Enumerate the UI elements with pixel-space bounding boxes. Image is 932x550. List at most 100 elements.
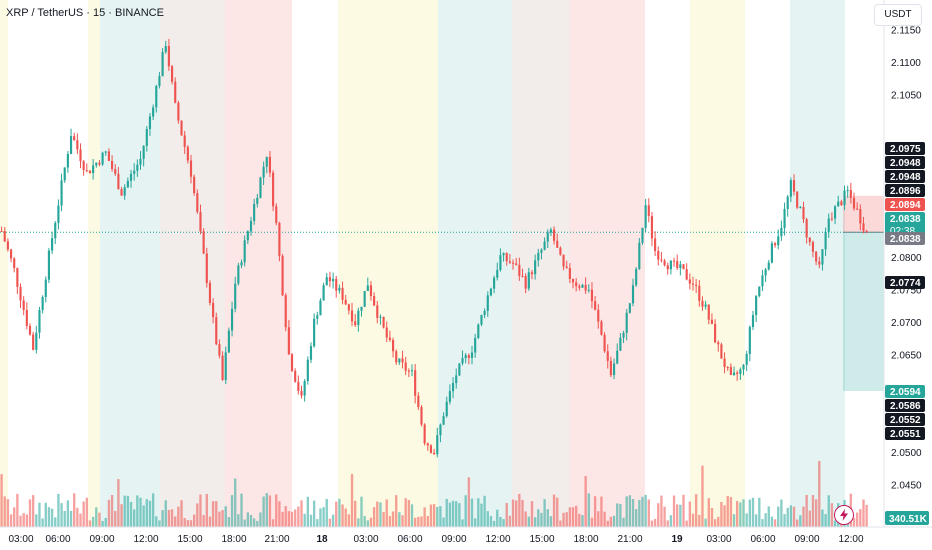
volume-bar xyxy=(486,511,489,527)
volume-bar xyxy=(6,499,10,527)
volume-bar xyxy=(401,515,404,527)
volume-bar xyxy=(35,514,38,527)
candle-body xyxy=(379,316,382,318)
volume-bar xyxy=(136,495,139,527)
volume-bar xyxy=(477,498,480,527)
volume-bar xyxy=(672,495,676,527)
volume-bar xyxy=(546,509,549,527)
candle-body xyxy=(695,284,698,286)
candle-body xyxy=(385,327,388,338)
candle-body xyxy=(755,296,758,316)
time-tick-label: 18:00 xyxy=(573,534,598,545)
candle-body xyxy=(234,283,237,309)
candle-body xyxy=(660,259,663,261)
volume-bar xyxy=(312,500,316,527)
candle-body xyxy=(455,375,458,383)
candle-body xyxy=(344,299,347,305)
volume-bar xyxy=(505,503,508,527)
candle-body xyxy=(442,416,445,425)
candle-body xyxy=(849,190,852,198)
volume-bar xyxy=(694,494,698,527)
volume-bar xyxy=(862,499,865,527)
price-tick-label: 2.1050 xyxy=(891,90,922,101)
volume-bar xyxy=(717,516,720,527)
volume-bar xyxy=(799,515,802,527)
candle-body xyxy=(272,172,275,207)
candle-body xyxy=(423,424,426,444)
candle-body xyxy=(524,276,527,289)
candle-body xyxy=(139,158,142,165)
volume-bar xyxy=(745,513,748,527)
candle-body xyxy=(265,156,268,167)
session-band xyxy=(570,0,645,527)
candle-body xyxy=(63,167,66,181)
volume-bar xyxy=(151,493,155,527)
volume-bar xyxy=(609,516,613,527)
time-tick-label: 15:00 xyxy=(177,534,202,545)
volume-bar xyxy=(808,510,811,527)
volume-bar xyxy=(372,507,376,527)
candle-body xyxy=(76,140,79,150)
volume-bar xyxy=(322,507,325,527)
time-axis-background xyxy=(0,527,932,550)
volume-bar xyxy=(420,516,423,527)
target-zone[interactable] xyxy=(842,232,884,392)
candle-body xyxy=(426,443,429,446)
candle-body xyxy=(189,160,193,177)
volume-bar xyxy=(76,507,79,527)
candle-body xyxy=(82,161,85,171)
volume-bar xyxy=(294,509,297,527)
volume-bar xyxy=(562,512,565,527)
volume-bar xyxy=(180,500,183,527)
candle-body xyxy=(332,278,335,282)
candle-body xyxy=(41,297,44,311)
time-tick-label: 03:00 xyxy=(353,534,378,545)
volume-bar xyxy=(556,497,559,527)
volume-bar xyxy=(297,506,300,527)
candle-body xyxy=(114,169,117,174)
candle-body xyxy=(723,358,726,368)
volume-bar xyxy=(521,499,524,527)
volume-bar xyxy=(249,514,253,527)
volume-bar xyxy=(275,494,278,527)
volume-bar xyxy=(783,514,786,527)
volume-bar xyxy=(268,495,272,527)
lightning-icon[interactable] xyxy=(834,505,854,525)
volume-bar xyxy=(407,499,411,527)
candle-body xyxy=(16,267,19,287)
symbol-header[interactable]: XRP / TetherUS · 15 · BINANCE xyxy=(6,7,164,19)
candle-body xyxy=(230,308,234,331)
volume-bar xyxy=(827,495,830,527)
time-axis[interactable]: 03:00 06:00 09:00 12:00 15:00 18:00 21:00 18 03:… xyxy=(8,534,863,545)
candle-body xyxy=(297,381,300,391)
volume-bar xyxy=(230,495,234,527)
candle-body xyxy=(774,243,777,246)
time-tick-label: 09:00 xyxy=(89,534,114,545)
candle-body xyxy=(837,201,840,207)
volume-bar xyxy=(480,503,483,527)
volume-bar xyxy=(110,494,114,527)
volume-bar xyxy=(616,503,619,527)
candle-body xyxy=(581,284,584,288)
candle-body xyxy=(420,406,423,425)
session-band xyxy=(88,0,100,527)
volume-bar xyxy=(537,509,540,527)
volume-bar xyxy=(530,501,534,527)
candle-body xyxy=(474,338,477,353)
candle-body xyxy=(666,265,669,270)
volume-bar xyxy=(511,499,515,527)
time-tick-label: 06:00 xyxy=(750,534,775,545)
volume-bar xyxy=(31,495,35,527)
volume-bar xyxy=(660,495,663,527)
candle-body xyxy=(319,300,322,316)
volume-bar xyxy=(382,511,385,527)
volume-bar xyxy=(489,515,493,527)
candle-body xyxy=(107,151,110,161)
candle-body xyxy=(316,315,319,319)
candle-body xyxy=(410,370,414,372)
currency-button[interactable]: USDT xyxy=(874,4,922,26)
candle-body xyxy=(606,351,609,361)
candle-body xyxy=(205,253,208,283)
volume-bar xyxy=(91,516,95,527)
